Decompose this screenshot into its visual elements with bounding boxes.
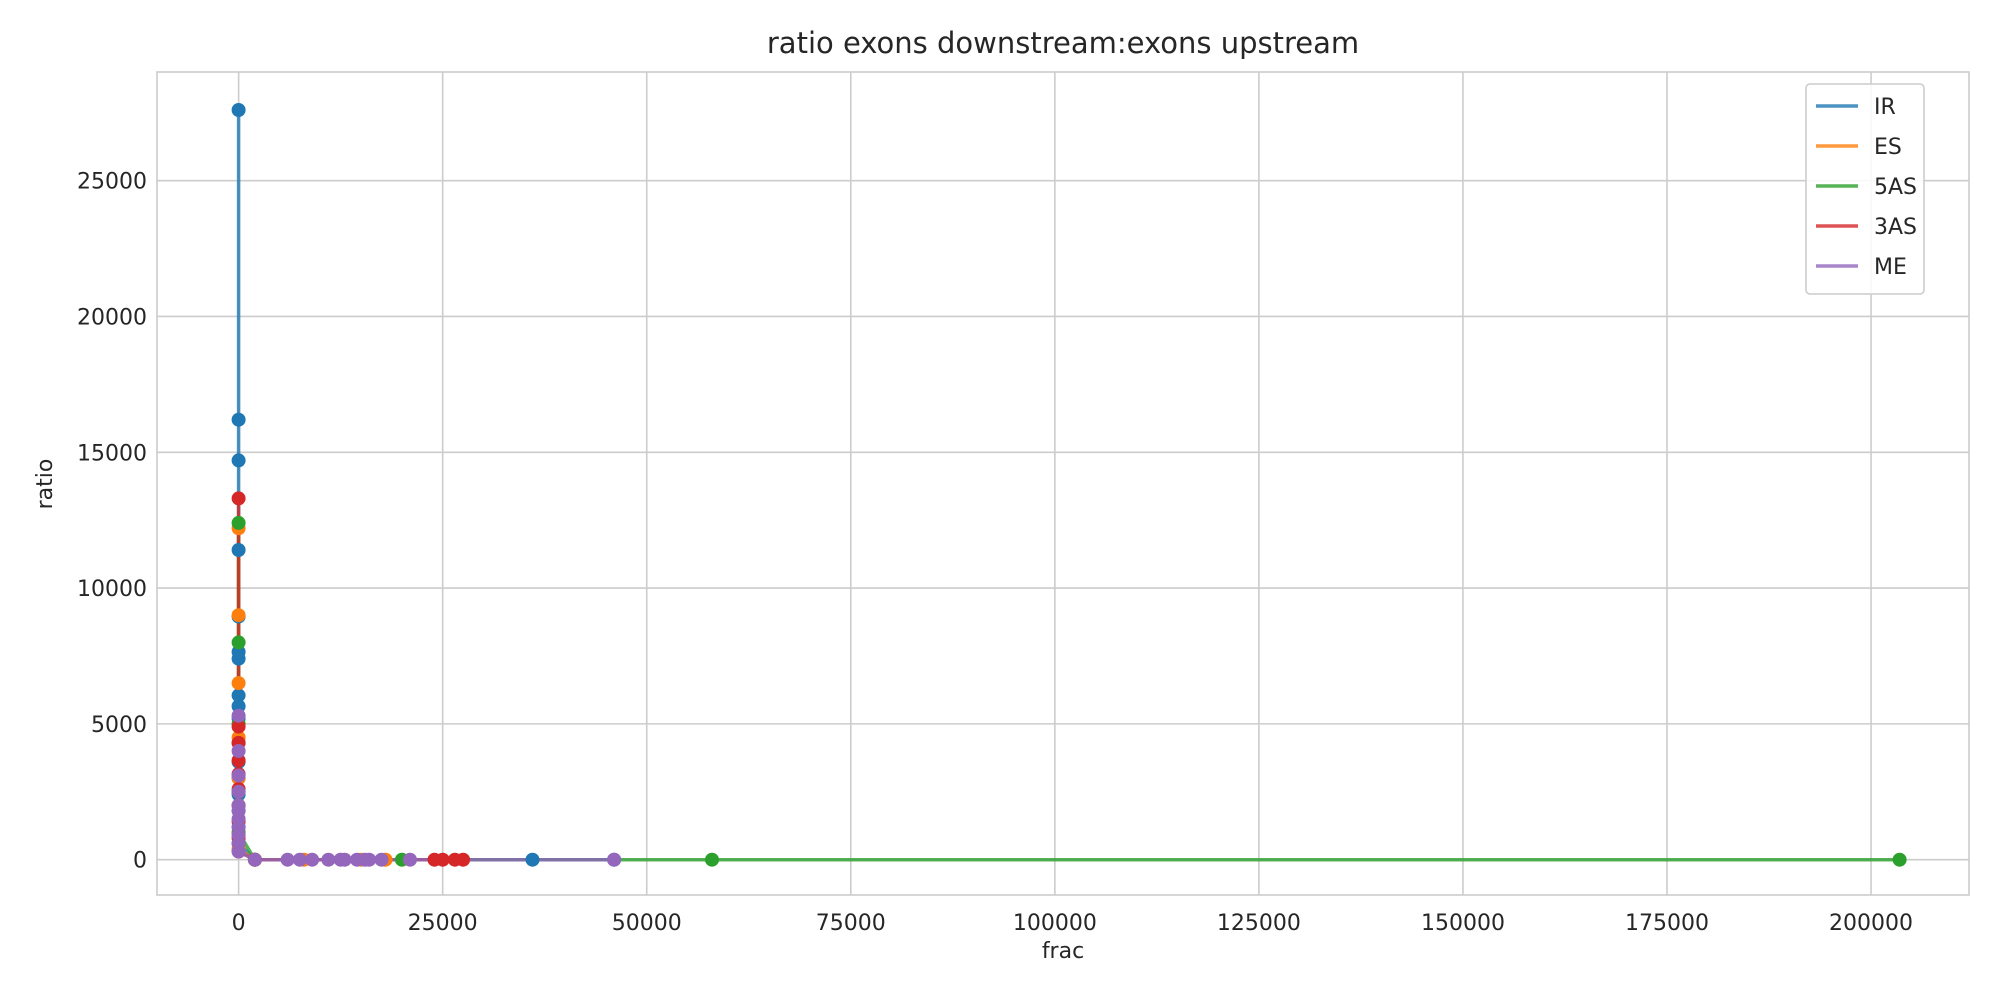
data-point-ir <box>231 103 246 117</box>
series-points <box>231 103 1907 867</box>
data-point-me <box>231 708 246 723</box>
data-point-me <box>247 852 262 867</box>
data-point-me <box>280 852 295 867</box>
x-tick-label: 200000 <box>1829 911 1913 936</box>
data-point-5as <box>231 515 246 530</box>
y-tick-label: 5000 <box>91 713 147 738</box>
data-point-ir <box>525 852 540 867</box>
y-tick-label: 10000 <box>77 577 147 602</box>
data-point-es <box>231 676 246 691</box>
data-point-ir <box>231 651 246 666</box>
data-point-me <box>231 768 246 783</box>
x-axis-ticks: 0 25000 50000 75000 100000 125000 150000 175000… <box>232 911 1913 936</box>
y-tick-label: 15000 <box>77 441 147 466</box>
y-axis-ticks: 0 5000 10000 15000 20000 25000 <box>77 170 147 874</box>
data-point-me <box>231 744 246 758</box>
x-tick-label: 50000 <box>612 911 682 936</box>
legend-label-ir: IR <box>1874 95 1896 120</box>
data-point-3as <box>435 852 450 867</box>
data-point-5as <box>705 852 719 867</box>
data-point-me <box>231 844 246 859</box>
y-axis-label: ratio <box>33 459 58 510</box>
data-point-es <box>231 608 246 623</box>
data-point-me <box>607 852 622 867</box>
legend-label-5as: 5AS <box>1874 175 1917 200</box>
x-tick-label: 125000 <box>1217 911 1301 936</box>
x-tick-label: 0 <box>232 911 246 936</box>
data-point-5as <box>231 635 246 650</box>
x-tick-label: 150000 <box>1421 911 1505 936</box>
data-point-3as <box>231 719 246 734</box>
data-point-ir <box>231 453 246 468</box>
plot-frame <box>156 71 1970 896</box>
data-point-me <box>374 852 389 867</box>
legend-box <box>1805 83 1925 295</box>
legend-label-3as: 3AS <box>1874 215 1917 240</box>
data-point-3as <box>456 852 471 867</box>
x-tick-label: 175000 <box>1625 911 1709 936</box>
data-point-3as <box>231 491 246 506</box>
data-point-me <box>337 852 352 867</box>
legend-label-me: ME <box>1874 255 1907 280</box>
x-axis-label: frac <box>1042 939 1084 964</box>
data-point-5as <box>1892 852 1907 867</box>
x-tick-label: 25000 <box>408 911 478 936</box>
data-point-ir <box>231 688 246 703</box>
data-point-me <box>231 784 246 799</box>
data-point-me <box>403 852 417 867</box>
chart-title: ratio exons downstream:exons upstream <box>767 26 1359 60</box>
y-tick-label: 20000 <box>77 305 147 330</box>
data-point-ir <box>231 412 246 427</box>
x-tick-label: 75000 <box>816 911 886 936</box>
legend: IR ES 5AS 3AS ME <box>1805 83 1925 295</box>
x-tick-label: 100000 <box>1013 911 1097 936</box>
data-point-me <box>292 852 307 867</box>
data-point-me <box>305 852 320 867</box>
data-point-ir <box>231 543 246 557</box>
y-tick-label: 0 <box>133 849 147 874</box>
data-point-me <box>321 852 336 867</box>
y-tick-label: 25000 <box>77 170 147 195</box>
legend-label-es: ES <box>1874 135 1902 160</box>
data-point-me <box>362 852 377 867</box>
